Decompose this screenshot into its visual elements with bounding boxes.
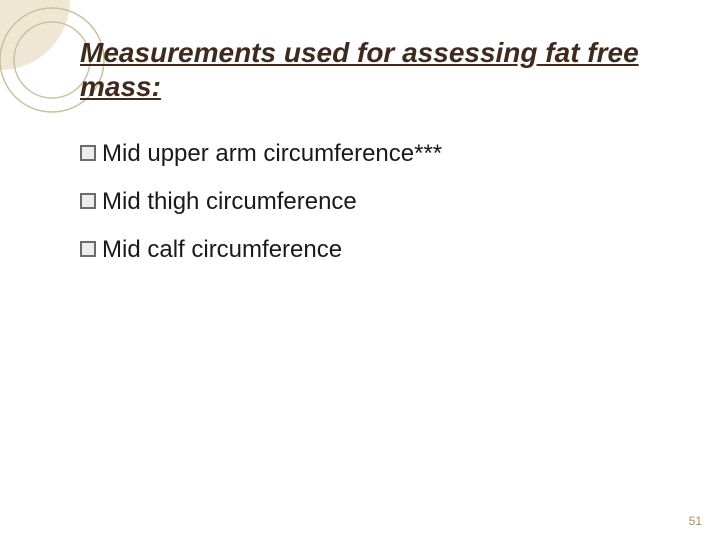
list-item: Mid upper arm circumference*** [80, 140, 680, 168]
square-bullet-icon [80, 193, 96, 209]
list-item: Mid calf circumference [80, 236, 680, 264]
page-number: 51 [689, 514, 702, 528]
square-bullet-icon [80, 241, 96, 257]
slide-content: Mid upper arm circumference*** Mid thigh… [80, 140, 680, 284]
slide: Measurements used for assessing fat free… [0, 0, 720, 540]
list-item: Mid thigh circumference [80, 188, 680, 216]
slide-title: Measurements used for assessing fat free… [80, 36, 690, 103]
list-item-text: Mid thigh circumference [102, 188, 680, 216]
square-bullet-icon [80, 145, 96, 161]
list-item-text: Mid upper arm circumference*** [102, 140, 680, 168]
list-item-text: Mid calf circumference [102, 236, 680, 264]
